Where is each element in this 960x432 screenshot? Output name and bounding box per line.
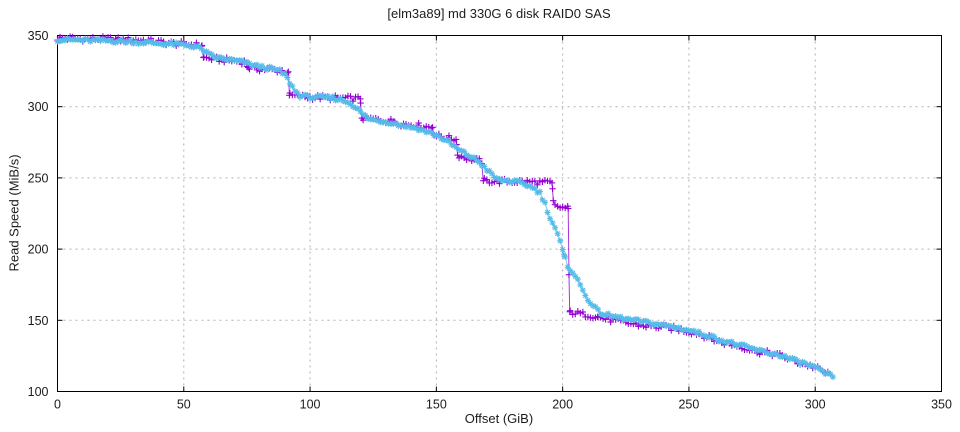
series-read-pass-plus [54, 33, 834, 378]
y-tick-label: 300 [28, 100, 49, 114]
series-markers [54, 35, 836, 381]
x-tick-label: 200 [552, 398, 573, 412]
y-tick-label: 150 [28, 314, 49, 328]
x-tick-label: 100 [300, 398, 321, 412]
x-tick-label: 0 [54, 398, 61, 412]
x-tick-label: 300 [805, 398, 826, 412]
x-axis-title: Offset (GiB) [464, 411, 534, 426]
x-tick-label: 350 [931, 398, 952, 412]
grid-lines [57, 35, 942, 392]
y-tick-label: 350 [28, 29, 49, 43]
x-tick-label: 50 [177, 398, 191, 412]
series-line [57, 37, 834, 378]
x-tick-label: 250 [678, 398, 699, 412]
series-line [57, 35, 831, 375]
y-tick-label: 250 [28, 171, 49, 185]
y-axis-title: Read Speed (MiB/s) [6, 154, 22, 272]
tick-labels: 0 50 100 150 200 250 300 350 100 150 200 250 300 350 [28, 29, 952, 412]
x-tick-label: 150 [426, 398, 447, 412]
series-markers [54, 33, 834, 378]
y-tick-label: 200 [28, 243, 49, 257]
plot-border [57, 35, 942, 392]
chart-title: [elm3a89] md 330G 6 disk RAID0 SAS [387, 6, 611, 21]
series-read-pass-asterisk [54, 35, 836, 381]
y-tick-label: 100 [28, 385, 49, 399]
axis-ticks [57, 35, 942, 392]
